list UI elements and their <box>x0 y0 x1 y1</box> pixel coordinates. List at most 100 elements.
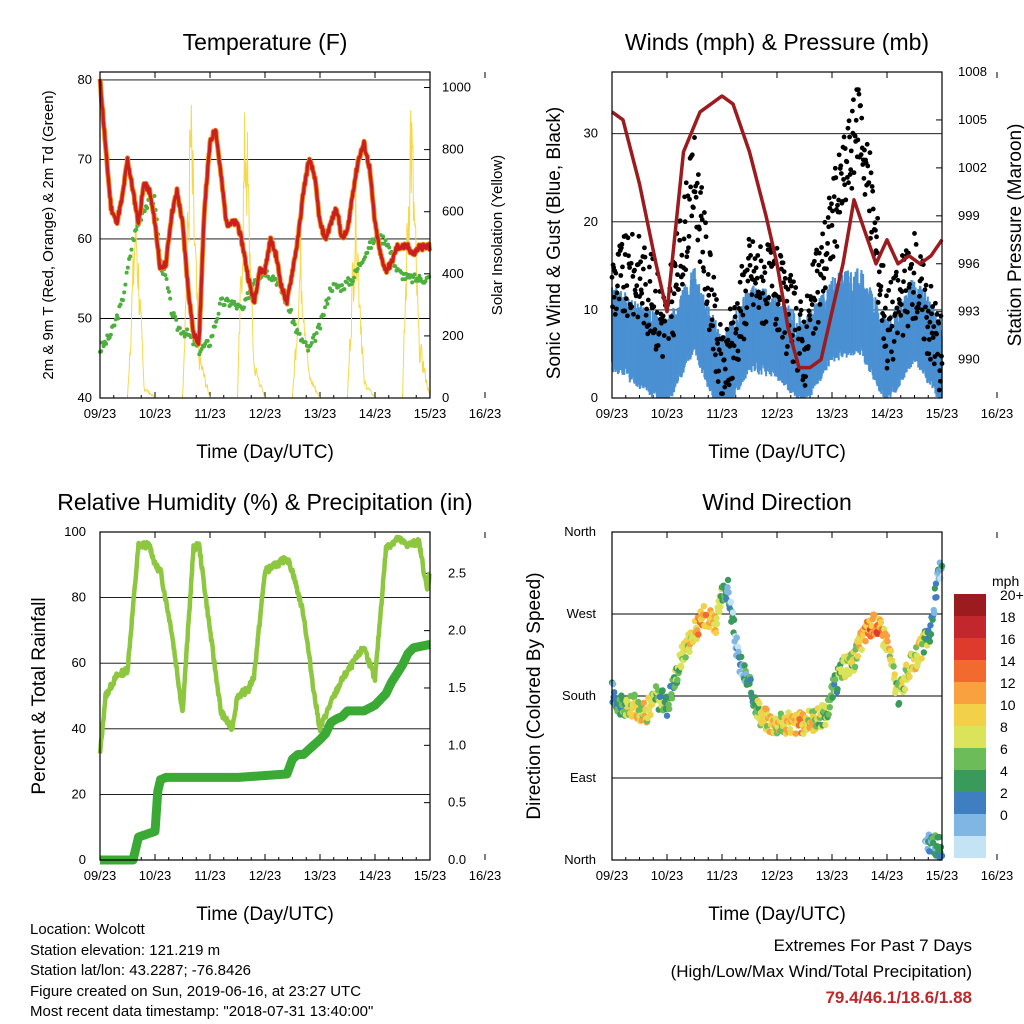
gust-point <box>748 253 753 258</box>
gust-point <box>816 262 822 268</box>
gust-point <box>730 375 735 381</box>
precip-line <box>96 639 434 865</box>
gust-point <box>924 315 929 320</box>
gust-point <box>810 331 816 336</box>
gust-point <box>694 180 700 186</box>
gust-point <box>758 244 763 250</box>
gust-point <box>783 351 789 357</box>
gust-point <box>639 300 645 306</box>
gust-point <box>895 277 901 283</box>
gust-point <box>741 336 747 342</box>
direction-point <box>887 647 895 655</box>
gust-point <box>759 274 764 280</box>
y-tick-label: 80 <box>78 72 92 87</box>
dewpoint-point <box>104 341 109 346</box>
gust-point <box>653 288 658 294</box>
gust-point <box>926 351 932 357</box>
gust-point <box>798 307 804 313</box>
colorbar-label: 16 <box>1000 631 1016 647</box>
gust-point <box>630 274 636 279</box>
gust-point <box>681 236 687 242</box>
gust-point <box>881 336 887 342</box>
gust-point <box>618 273 624 278</box>
gust-point <box>933 300 938 306</box>
gust-point <box>836 197 841 203</box>
dewpoint-point <box>251 281 256 286</box>
gust-point <box>782 330 788 336</box>
gust-point <box>904 309 910 315</box>
dewpoint-point <box>116 316 121 321</box>
y-axis-label-right: Solar Insolation (Yellow) <box>489 155 506 315</box>
y-axis-label: Sonic Wind & Gust (Blue, Black) <box>544 107 565 379</box>
gust-point <box>819 245 824 250</box>
gust-point <box>643 281 648 287</box>
gust-point <box>774 316 779 322</box>
gust-point <box>733 326 739 332</box>
gust-point <box>884 365 890 371</box>
gust-point <box>928 356 933 362</box>
gust-point <box>898 302 904 307</box>
direction-point <box>668 695 676 702</box>
direction-point <box>712 629 720 637</box>
dewpoint-point <box>199 346 204 351</box>
gust-point <box>784 298 790 304</box>
dewpoint-point <box>210 333 215 338</box>
gust-point <box>710 323 716 329</box>
gust-point <box>662 318 668 324</box>
gust-point <box>884 293 889 299</box>
gust-point <box>799 338 805 344</box>
elevation-text: Station elevation: 121.219 m <box>30 941 221 959</box>
direction-point <box>741 662 748 669</box>
gust-point <box>735 301 740 306</box>
gust-point <box>680 281 685 287</box>
gust-point <box>720 391 725 396</box>
gust-point <box>832 165 838 171</box>
gust-point <box>915 305 921 311</box>
x-tick-label: 15/23 <box>414 406 447 421</box>
direction-point <box>883 632 891 640</box>
gust-point <box>877 292 883 298</box>
gust-point <box>792 327 798 333</box>
gust-point <box>927 319 933 325</box>
gust-point <box>740 312 746 318</box>
gust-point <box>645 297 651 303</box>
gust-point <box>671 332 676 338</box>
gust-point <box>764 301 770 307</box>
direction-point <box>834 685 841 693</box>
gust-point <box>797 351 802 356</box>
gust-point <box>689 152 695 158</box>
gust-point <box>695 237 701 243</box>
direction-point <box>763 706 770 713</box>
gust-point <box>806 308 812 314</box>
gust-point <box>705 272 711 277</box>
gust-point <box>923 304 928 310</box>
direction-point <box>862 637 869 645</box>
gust-point <box>874 234 879 240</box>
direction-point <box>647 711 654 719</box>
gust-point <box>812 297 818 303</box>
direction-point <box>659 687 666 694</box>
direction-point <box>871 611 878 619</box>
gust-point <box>838 171 844 176</box>
x-tick-label: 15/23 <box>926 868 959 883</box>
gust-point <box>851 170 857 176</box>
gust-point <box>793 305 799 311</box>
gust-point <box>722 384 728 390</box>
dewpoint-point <box>173 314 178 319</box>
direction-point <box>933 593 940 601</box>
gust-point <box>625 235 631 241</box>
gust-point <box>614 306 619 312</box>
gust-point <box>711 292 717 298</box>
plot-border <box>99 531 431 861</box>
gust-point <box>672 263 678 269</box>
direction-point <box>792 730 799 737</box>
gust-point <box>864 141 870 147</box>
direction-point <box>787 729 794 736</box>
gust-point <box>785 344 790 349</box>
gust-point <box>746 236 752 242</box>
extremes-subtitle: (High/Low/Max Wind/Total Precipitation) <box>670 962 972 981</box>
gust-point <box>876 269 882 275</box>
gust-point <box>849 185 855 191</box>
colorbar-swatch <box>954 638 986 660</box>
colorbar-swatch <box>954 594 986 616</box>
